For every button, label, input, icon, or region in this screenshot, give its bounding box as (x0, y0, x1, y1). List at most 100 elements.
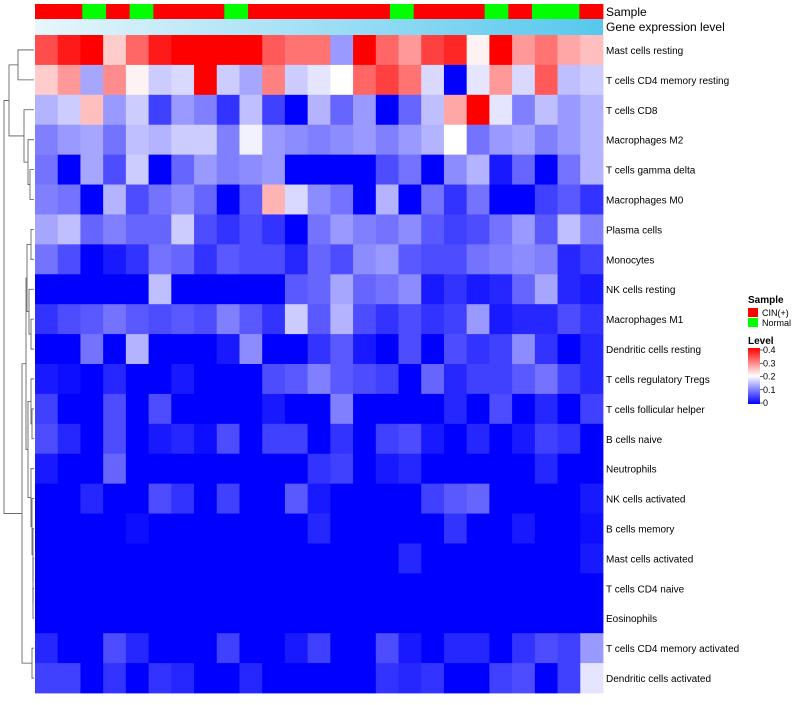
legend-sample-label: CIN(+) (762, 308, 789, 318)
heatmap-cell (557, 573, 581, 604)
heatmap-cell (216, 94, 240, 126)
heatmap-cell (307, 633, 331, 664)
row-label: T cells CD4 memory resting (606, 76, 729, 87)
heatmap-cell (239, 64, 263, 96)
heatmap-cell (353, 483, 377, 514)
heatmap-cell (398, 94, 422, 126)
heatmap-cell (239, 483, 263, 514)
heatmap-cell (557, 543, 581, 574)
heatmap-cell (171, 64, 195, 96)
legend-level-tick-label: 0.1 (763, 385, 776, 395)
heatmap-cell (35, 423, 59, 455)
heatmap-cell (125, 393, 149, 425)
heatmap-cell (353, 423, 377, 455)
heatmap-cell (216, 364, 240, 395)
heatmap-cell (489, 304, 513, 335)
heatmap-cell (443, 513, 468, 544)
heatmap-cell (443, 64, 468, 96)
heatmap-cell (353, 35, 377, 66)
heatmap-cell (57, 35, 81, 66)
heatmap-cell (512, 64, 536, 96)
heatmap-cell (57, 244, 81, 275)
row-label: Neutrophils (606, 465, 657, 476)
heatmap-cell (171, 94, 195, 126)
heatmap-cell (284, 543, 309, 574)
heatmap-cell (489, 633, 513, 664)
heatmap-cell (534, 304, 558, 335)
heatmap-cell (375, 304, 399, 335)
heatmap-cell (307, 483, 331, 514)
heatmap-cell (512, 663, 536, 694)
heatmap-cell (103, 124, 127, 156)
sample-cell-cin (58, 4, 83, 19)
heatmap-cell (239, 184, 263, 215)
heatmap-cell (284, 94, 309, 126)
heatmap-cell (512, 334, 536, 365)
heatmap-cell (284, 214, 309, 245)
heatmap-cell (171, 513, 195, 544)
heatmap-cell (489, 453, 513, 485)
heatmap-cell (125, 274, 149, 305)
heatmap-cell (262, 573, 286, 604)
sample-cell-cin (579, 4, 604, 19)
heatmap-cell (80, 64, 104, 96)
heatmap-cell (580, 364, 604, 395)
sample-cell-cin (106, 4, 131, 19)
heatmap-cell (330, 64, 354, 96)
heatmap-cell (534, 393, 558, 425)
heatmap-cell (57, 663, 81, 694)
heatmap-cell (353, 513, 377, 544)
heatmap-cell (216, 124, 240, 156)
heatmap-cell (194, 543, 218, 574)
heatmap-cell (194, 663, 218, 694)
sample-cell-cin (366, 4, 391, 19)
heatmap-cell (580, 244, 604, 275)
legend-sample-title: Sample (748, 295, 784, 306)
heatmap-cell (57, 483, 81, 514)
heatmap-cell (557, 274, 581, 305)
heatmap-cell (489, 483, 513, 514)
heatmap-cell (466, 154, 490, 185)
heatmap-cell (557, 633, 581, 664)
heatmap-cell (103, 483, 127, 514)
heatmap-cell (262, 94, 286, 126)
heatmap-cell (216, 35, 240, 66)
heatmap-cell (262, 513, 286, 544)
heatmap-cell (148, 64, 172, 96)
heatmap-cell (194, 573, 218, 604)
heatmap-cell (103, 543, 127, 574)
heatmap-cell (466, 633, 490, 664)
heatmap-cell (307, 94, 331, 126)
heatmap-cell (125, 154, 149, 185)
heatmap-cell (125, 453, 149, 485)
heatmap-cell (375, 483, 399, 514)
heatmap-cell (239, 35, 263, 66)
heatmap-cell (489, 64, 513, 96)
row-label: Mast cells activated (606, 554, 693, 565)
heatmap-cell (557, 423, 581, 455)
heatmap-cell (262, 64, 286, 96)
heatmap-cell (512, 543, 536, 574)
heatmap-cell (307, 35, 331, 66)
heatmap-cell (330, 453, 354, 485)
heatmap-cell (330, 513, 354, 544)
heatmap-cell (398, 603, 422, 634)
heatmap-cell (512, 304, 536, 335)
sample-cell-normal (484, 4, 509, 19)
heatmap-cell (216, 244, 240, 275)
heatmap-cell (512, 274, 536, 305)
heatmap-cell (512, 214, 536, 245)
heatmap-cell (239, 214, 263, 245)
heatmap-cell (80, 453, 104, 485)
heatmap-cell (512, 154, 536, 185)
heatmap-cell (262, 603, 286, 634)
heatmap-cell (284, 244, 309, 275)
heatmap-cell (307, 663, 331, 694)
heatmap-cell (353, 64, 377, 96)
heatmap-cell (330, 633, 354, 664)
heatmap-cell (216, 663, 240, 694)
heatmap-cell (35, 214, 59, 245)
heatmap-cell (375, 633, 399, 664)
heatmap-cell (103, 94, 127, 126)
heatmap-cell (557, 393, 581, 425)
